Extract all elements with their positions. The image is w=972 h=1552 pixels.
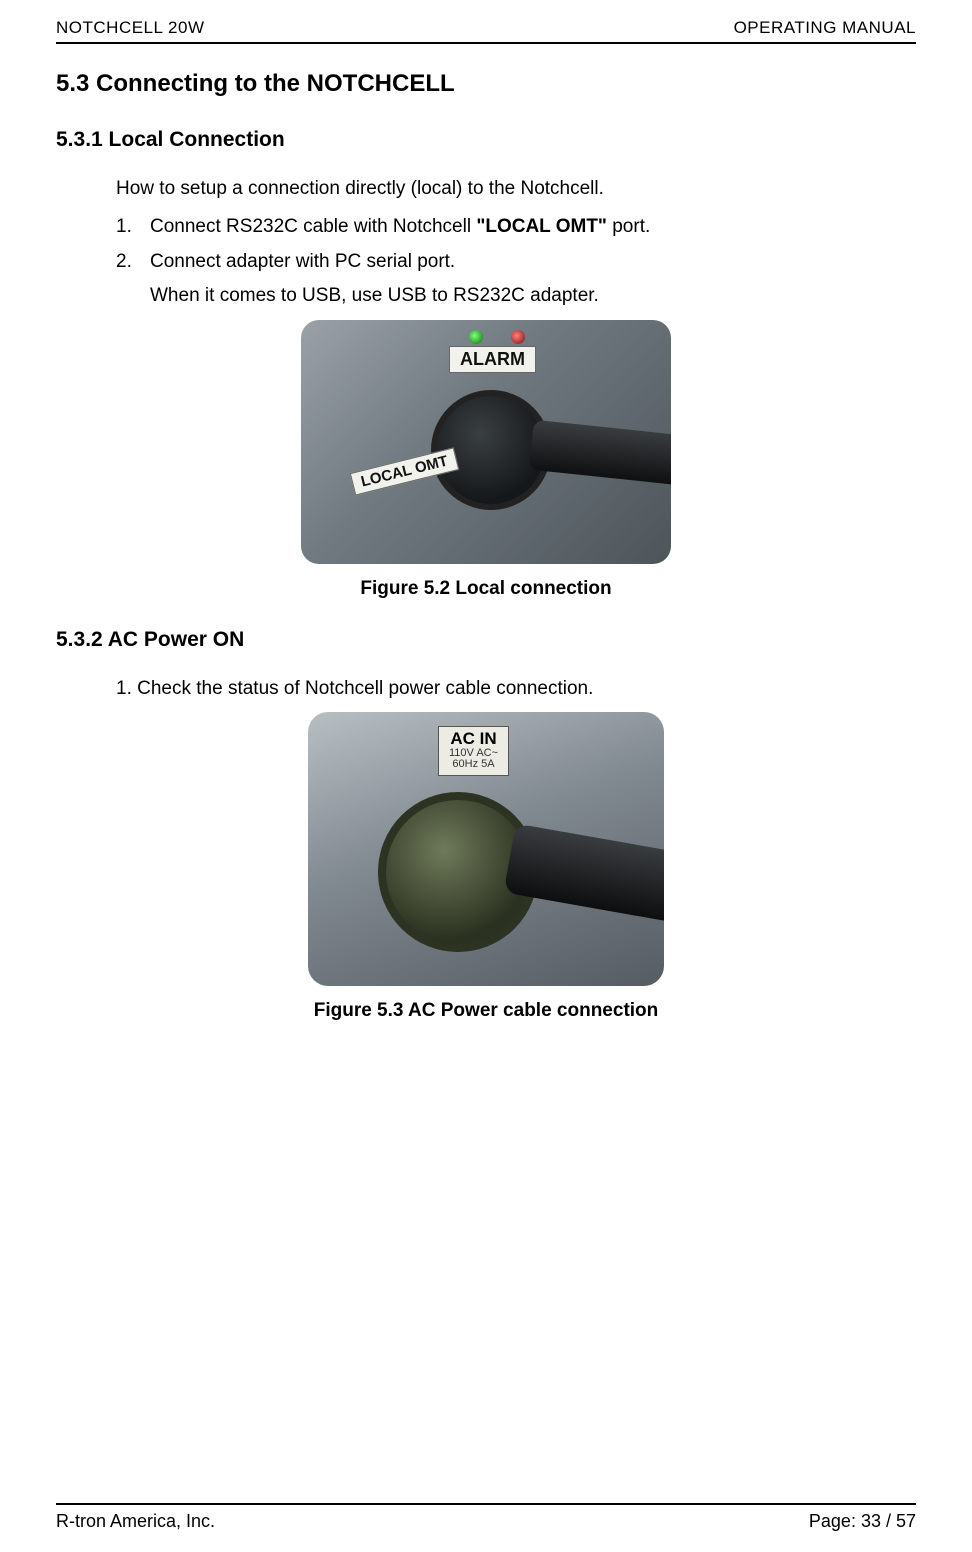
ac-in-big: AC IN [449, 730, 498, 748]
list-item: 1. Connect RS232C cable with Notchcell "… [116, 212, 916, 242]
ac-in-small2: 60Hz 5A [449, 759, 498, 771]
page-footer: R-tron America, Inc. Page: 33 / 57 [56, 1503, 916, 1532]
list-text-pre: Connect RS232C cable with Notchcell [150, 216, 476, 237]
alarm-label: ALARM [449, 346, 536, 373]
figure-2-caption: Figure 5.3 AC Power cable connection [56, 1000, 916, 1022]
footer-rule [56, 1503, 916, 1505]
list-item: 2. Connect adapter with PC serial port. [116, 247, 916, 277]
list-subline: When it comes to USB, use USB to RS232C … [150, 281, 916, 311]
sub2-line: 1. Check the status of Notchcell power c… [116, 674, 916, 704]
list-number: 2. [116, 247, 150, 277]
list-text-post: port. [607, 216, 650, 237]
cable-icon [504, 823, 664, 930]
header-left: NOTCHCELL 20W [56, 18, 205, 38]
list-text-bold: "LOCAL OMT" [476, 216, 607, 237]
subsection-2-heading: 5.3.2 AC Power ON [56, 628, 916, 652]
figure-1-caption: Figure 5.2 Local connection [56, 578, 916, 600]
list-text: Connect RS232C cable with Notchcell "LOC… [150, 212, 916, 242]
header-right: OPERATING MANUAL [734, 18, 916, 38]
section-heading: 5.3 Connecting to the NOTCHCELL [56, 70, 916, 98]
cable-icon [529, 419, 671, 490]
subsection-1-heading: 5.3.1 Local Connection [56, 128, 916, 152]
intro-text: How to setup a connection directly (loca… [116, 174, 916, 204]
footer-right: Page: 33 / 57 [809, 1511, 916, 1532]
local-omt-label: LOCAL OMT [350, 447, 459, 495]
list-number: 1. [116, 212, 150, 242]
led-green-icon [469, 330, 483, 344]
ac-in-label: AC IN 110V AC~ 60Hz 5A [438, 726, 509, 776]
list-text: Connect adapter with PC serial port. [150, 247, 916, 277]
led-red-icon [511, 330, 525, 344]
figure-1-photo: ALARM LOCAL OMT [301, 320, 671, 564]
figure-2-photo: AC IN 110V AC~ 60Hz 5A [308, 712, 664, 986]
figure-2: AC IN 110V AC~ 60Hz 5A Figure 5.3 AC Pow… [56, 712, 916, 1022]
header-rule [56, 42, 916, 44]
footer-left: R-tron America, Inc. [56, 1511, 215, 1532]
page-header: NOTCHCELL 20W OPERATING MANUAL [56, 18, 916, 38]
figure-1: ALARM LOCAL OMT Figure 5.2 Local connect… [56, 320, 916, 600]
